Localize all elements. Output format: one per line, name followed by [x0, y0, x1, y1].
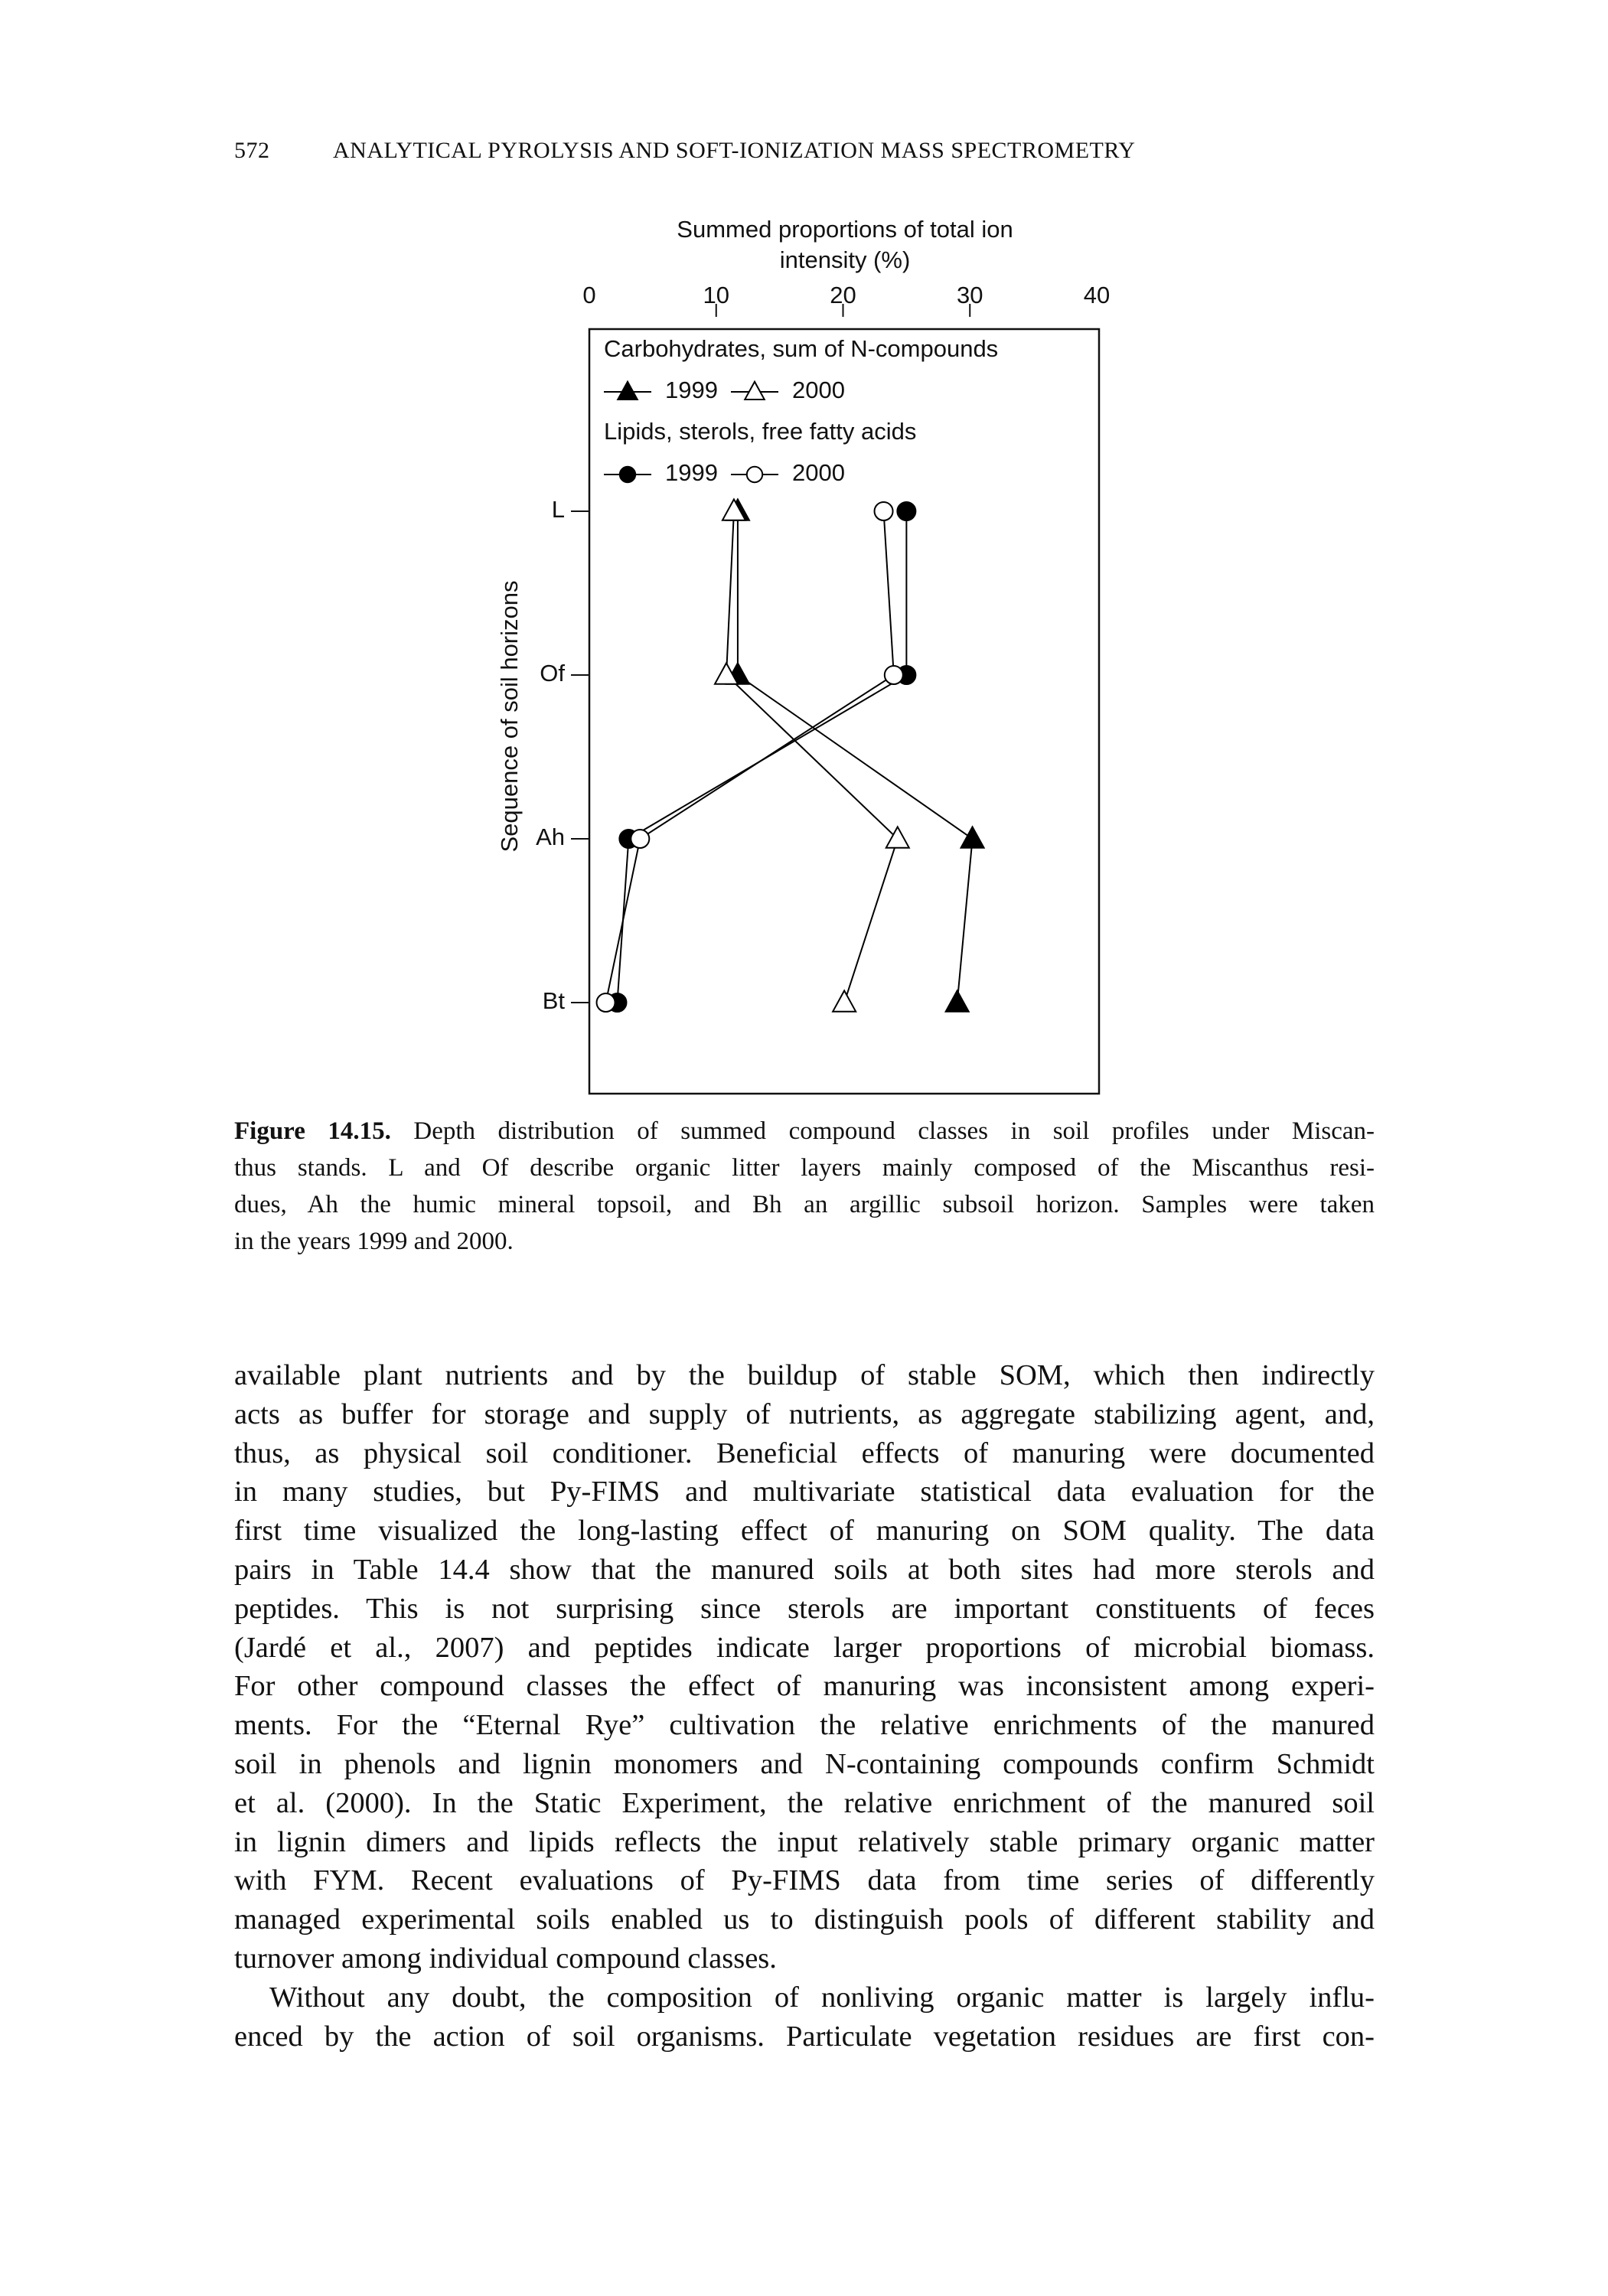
running-head: ANALYTICAL PYROLYSIS AND SOFT-IONIZATION…	[333, 138, 1136, 163]
triangle-marker	[721, 497, 747, 521]
y-tick-label: Ah	[536, 823, 565, 850]
triangle-marker	[944, 989, 970, 1013]
body-line: managed experimental soils enabled us to…	[234, 1903, 1375, 1936]
body-line: in many studies, but Py-FIMS and multiva…	[234, 1476, 1375, 1508]
body-line: pairs in Table 14.4 show that the manure…	[234, 1554, 1375, 1586]
series-line	[736, 511, 974, 1003]
body-line: soil in phenols and lignin monomers and …	[234, 1748, 1375, 1780]
body-line: et al. (2000). In the Static Experiment,…	[234, 1786, 1375, 1819]
body-line: first time visualized the long-lasting e…	[234, 1515, 1375, 1548]
series-line	[725, 510, 899, 1003]
y-axis-label: Sequence of soil horizons	[496, 580, 523, 852]
body-line: peptides. This is not surprising since s…	[234, 1592, 1375, 1625]
plot-frame	[588, 328, 1101, 1095]
body-line: turnover among individual compound class…	[234, 1942, 777, 1975]
triangle-marker	[743, 380, 766, 400]
triangle-marker	[616, 380, 639, 400]
y-tick-label: Bt	[543, 987, 566, 1014]
x-tick-label: 0	[582, 282, 595, 308]
caption-label: Figure 14.15.	[234, 1117, 391, 1145]
legend-group-title: Carbohydrates, sum of N-compounds	[604, 335, 998, 362]
circle-marker	[896, 501, 917, 521]
circle-marker	[745, 465, 764, 484]
y-tick-label: Of	[540, 660, 565, 687]
circle-marker	[618, 465, 637, 484]
circle-marker	[595, 993, 616, 1013]
circle-marker	[630, 829, 651, 849]
legend-group-title: Lipids, sterols, free fatty acids	[604, 418, 916, 445]
body-line: enced by the action of soil organisms. P…	[234, 2020, 1375, 2053]
legend-label: 1999	[665, 459, 718, 486]
body-line: Without any doubt, the composition of no…	[269, 1981, 1375, 2014]
body-line: thus, as physical soil conditioner. Bene…	[234, 1437, 1375, 1469]
legend-label: 1999	[665, 377, 718, 403]
legend-label: 2000	[792, 459, 845, 486]
series-line	[616, 511, 908, 1003]
caption-line: dues, Ah the humic mineral topsoil, and …	[234, 1191, 1375, 1218]
body-line: (Jardé et al., 2007) and peptides indica…	[234, 1631, 1375, 1664]
y-tick-label: L	[552, 496, 565, 523]
body-line: ments. For the “Eternal Rye” cultivation…	[234, 1709, 1375, 1742]
body-line: with FYM. Recent evaluations of Py-FIMS …	[234, 1864, 1375, 1897]
x-axis-label: Summed proportions of total ion intensit…	[677, 216, 1013, 273]
caption-line: thus stands. L and Of describe organic l…	[234, 1154, 1375, 1182]
circle-marker	[873, 501, 894, 521]
triangle-marker	[713, 661, 739, 685]
x-tick-label: 40	[1084, 282, 1110, 308]
triangle-marker	[885, 825, 911, 849]
series-line	[605, 510, 895, 1003]
body-line: available plant nutrients and by the bui…	[234, 1359, 1375, 1391]
caption-line: Figure 14.15. Depth distribution of summ…	[234, 1117, 1375, 1146]
body-line: acts as buffer for storage and supply of…	[234, 1397, 1375, 1430]
legend-label: 2000	[792, 377, 845, 403]
body-line: For other compound classes the effect of…	[234, 1670, 1375, 1703]
triangle-marker	[831, 989, 857, 1013]
caption-text: Depth distribution of summed compound cl…	[390, 1117, 1375, 1145]
body-line: in lignin dimers and lipids reflects the…	[234, 1825, 1375, 1858]
triangle-marker	[959, 825, 986, 849]
circle-marker	[883, 665, 904, 685]
page-number: 572	[234, 138, 270, 163]
caption-line: in the years 1999 and 2000.	[234, 1228, 514, 1255]
